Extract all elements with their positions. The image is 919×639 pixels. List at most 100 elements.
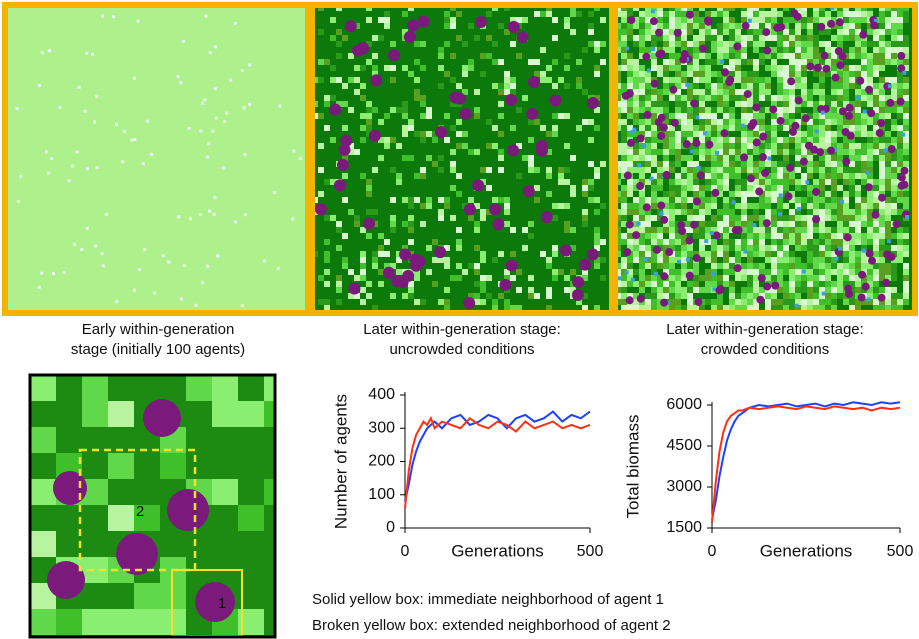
cell: [879, 233, 885, 239]
cell: [717, 167, 723, 173]
cell: [450, 77, 456, 83]
agent: [752, 104, 760, 112]
cell: [759, 227, 765, 233]
cell: [789, 179, 795, 185]
cell: [831, 167, 837, 173]
cell: [777, 149, 783, 155]
cell: [330, 95, 336, 101]
cell: [849, 245, 855, 251]
cell: [390, 41, 396, 47]
cell: [777, 83, 783, 89]
cell: [795, 179, 801, 185]
cell: [789, 53, 795, 59]
cell: [121, 160, 124, 163]
cell: [546, 167, 552, 173]
cell: [723, 245, 729, 251]
cell: [831, 263, 837, 269]
cell: [903, 251, 909, 257]
cell: [558, 203, 564, 209]
cell: [879, 239, 885, 245]
cell: [681, 17, 687, 23]
cell: [627, 257, 633, 263]
cell: [891, 107, 897, 113]
cell: [753, 95, 759, 101]
cell: [732, 200, 736, 204]
cell: [825, 155, 831, 161]
cell: [831, 209, 837, 215]
cell: [843, 23, 849, 29]
cell: [639, 263, 645, 269]
cell: [402, 11, 408, 17]
cell: [777, 227, 783, 233]
cell: [402, 155, 408, 161]
cell: [657, 173, 663, 179]
cell: [867, 59, 873, 65]
cell: [498, 155, 504, 161]
cell: [657, 185, 663, 191]
cell: [815, 130, 819, 134]
cell: [897, 137, 903, 143]
cell: [663, 155, 669, 161]
cell: [888, 84, 892, 88]
cell: [753, 47, 759, 53]
cell: [645, 275, 651, 281]
cell: [588, 137, 594, 143]
cell: [456, 227, 462, 233]
cell: [468, 23, 474, 29]
cell: [582, 185, 588, 191]
cell: [621, 149, 627, 155]
cell: [396, 269, 402, 275]
cell: [426, 197, 432, 203]
cell: [795, 269, 801, 275]
cell: [717, 95, 723, 101]
cell: [462, 41, 468, 47]
cell: [783, 95, 789, 101]
cell: [831, 173, 837, 179]
cell: [711, 47, 717, 53]
cell: [717, 41, 723, 47]
agent: [759, 153, 767, 161]
cell: [849, 53, 855, 59]
cell: [885, 167, 891, 173]
cell: [402, 131, 408, 137]
cell: [849, 17, 855, 23]
cell: [336, 287, 342, 293]
cell: [697, 166, 701, 170]
cell: [747, 293, 753, 299]
cell: [330, 77, 336, 83]
cell: [627, 65, 633, 71]
cell: [639, 65, 645, 71]
agent: [713, 231, 721, 239]
cell: [669, 95, 675, 101]
cell: [789, 47, 795, 53]
cell: [86, 227, 89, 230]
cell: [897, 23, 903, 29]
cell: [360, 269, 366, 275]
cell: [783, 113, 789, 119]
cell: [873, 71, 879, 77]
cell: [669, 35, 675, 41]
cell: [510, 77, 516, 83]
cell: [663, 17, 669, 23]
cell: [807, 155, 813, 161]
cell: [879, 23, 885, 29]
cell: [813, 161, 819, 167]
agent: [560, 245, 572, 257]
cell: [354, 215, 360, 221]
cell: [402, 221, 408, 227]
cell: [801, 299, 807, 305]
cell: [408, 215, 414, 221]
cell: [777, 89, 783, 95]
cell: [897, 77, 903, 83]
cell: [456, 263, 462, 269]
cell: [741, 124, 745, 128]
cell: [657, 149, 663, 155]
cell: [777, 275, 783, 281]
cell: [212, 479, 238, 505]
cell: [831, 107, 837, 113]
cell: [765, 143, 771, 149]
cell: [801, 239, 807, 245]
cell: [795, 197, 801, 203]
cell: [687, 245, 693, 251]
cell: [705, 149, 711, 155]
